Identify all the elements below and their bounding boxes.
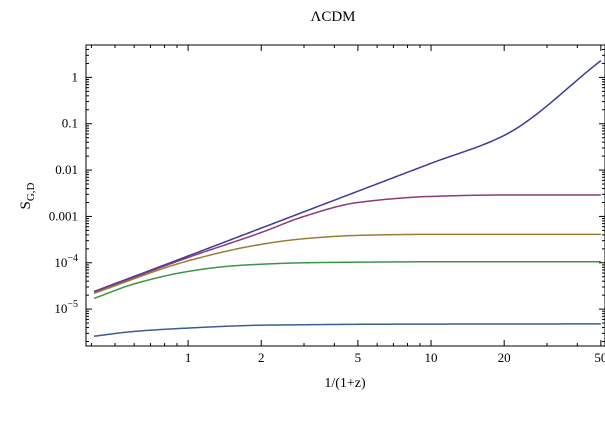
y-tick-label: 1 [72,69,79,84]
y-axis-label-group: SG,D [18,182,37,209]
series-layer [93,60,602,337]
y-tick-label: 0.001 [49,208,78,223]
y-tick-label: 0.1 [62,116,78,131]
x-tick-label: 50 [594,350,605,365]
series-line-1 [93,60,602,293]
series-line-4 [93,261,601,300]
x-tick-label: 2 [258,350,265,365]
x-tick-label: 10 [425,350,438,365]
series-line-3 [93,233,601,294]
series-line-2 [93,194,601,294]
y-tick-label: 10−5 [54,299,78,316]
plot-frame [85,44,605,347]
series-line-5 [93,323,601,337]
x-axis-label: 1/(1+z) [324,376,366,391]
y-axis-label-sub: G,D [25,182,37,201]
y-tick-label: 10−4 [54,253,78,270]
x-tick-label: 5 [355,350,362,365]
y-axis-label: SG,D [18,182,37,209]
y-tick-label: 0.01 [55,162,78,177]
y-axis-ticks: 1 0.1 0.01 0.001 10−4 10−5 [49,44,605,343]
x-tick-label: 1 [185,350,192,365]
y-axis-label-main: S [18,201,34,209]
x-axis-ticks: 1 2 5 10 20 50 [90,45,605,365]
chart-title: ΛCDM [310,9,355,25]
x-tick-label: 20 [498,350,511,365]
